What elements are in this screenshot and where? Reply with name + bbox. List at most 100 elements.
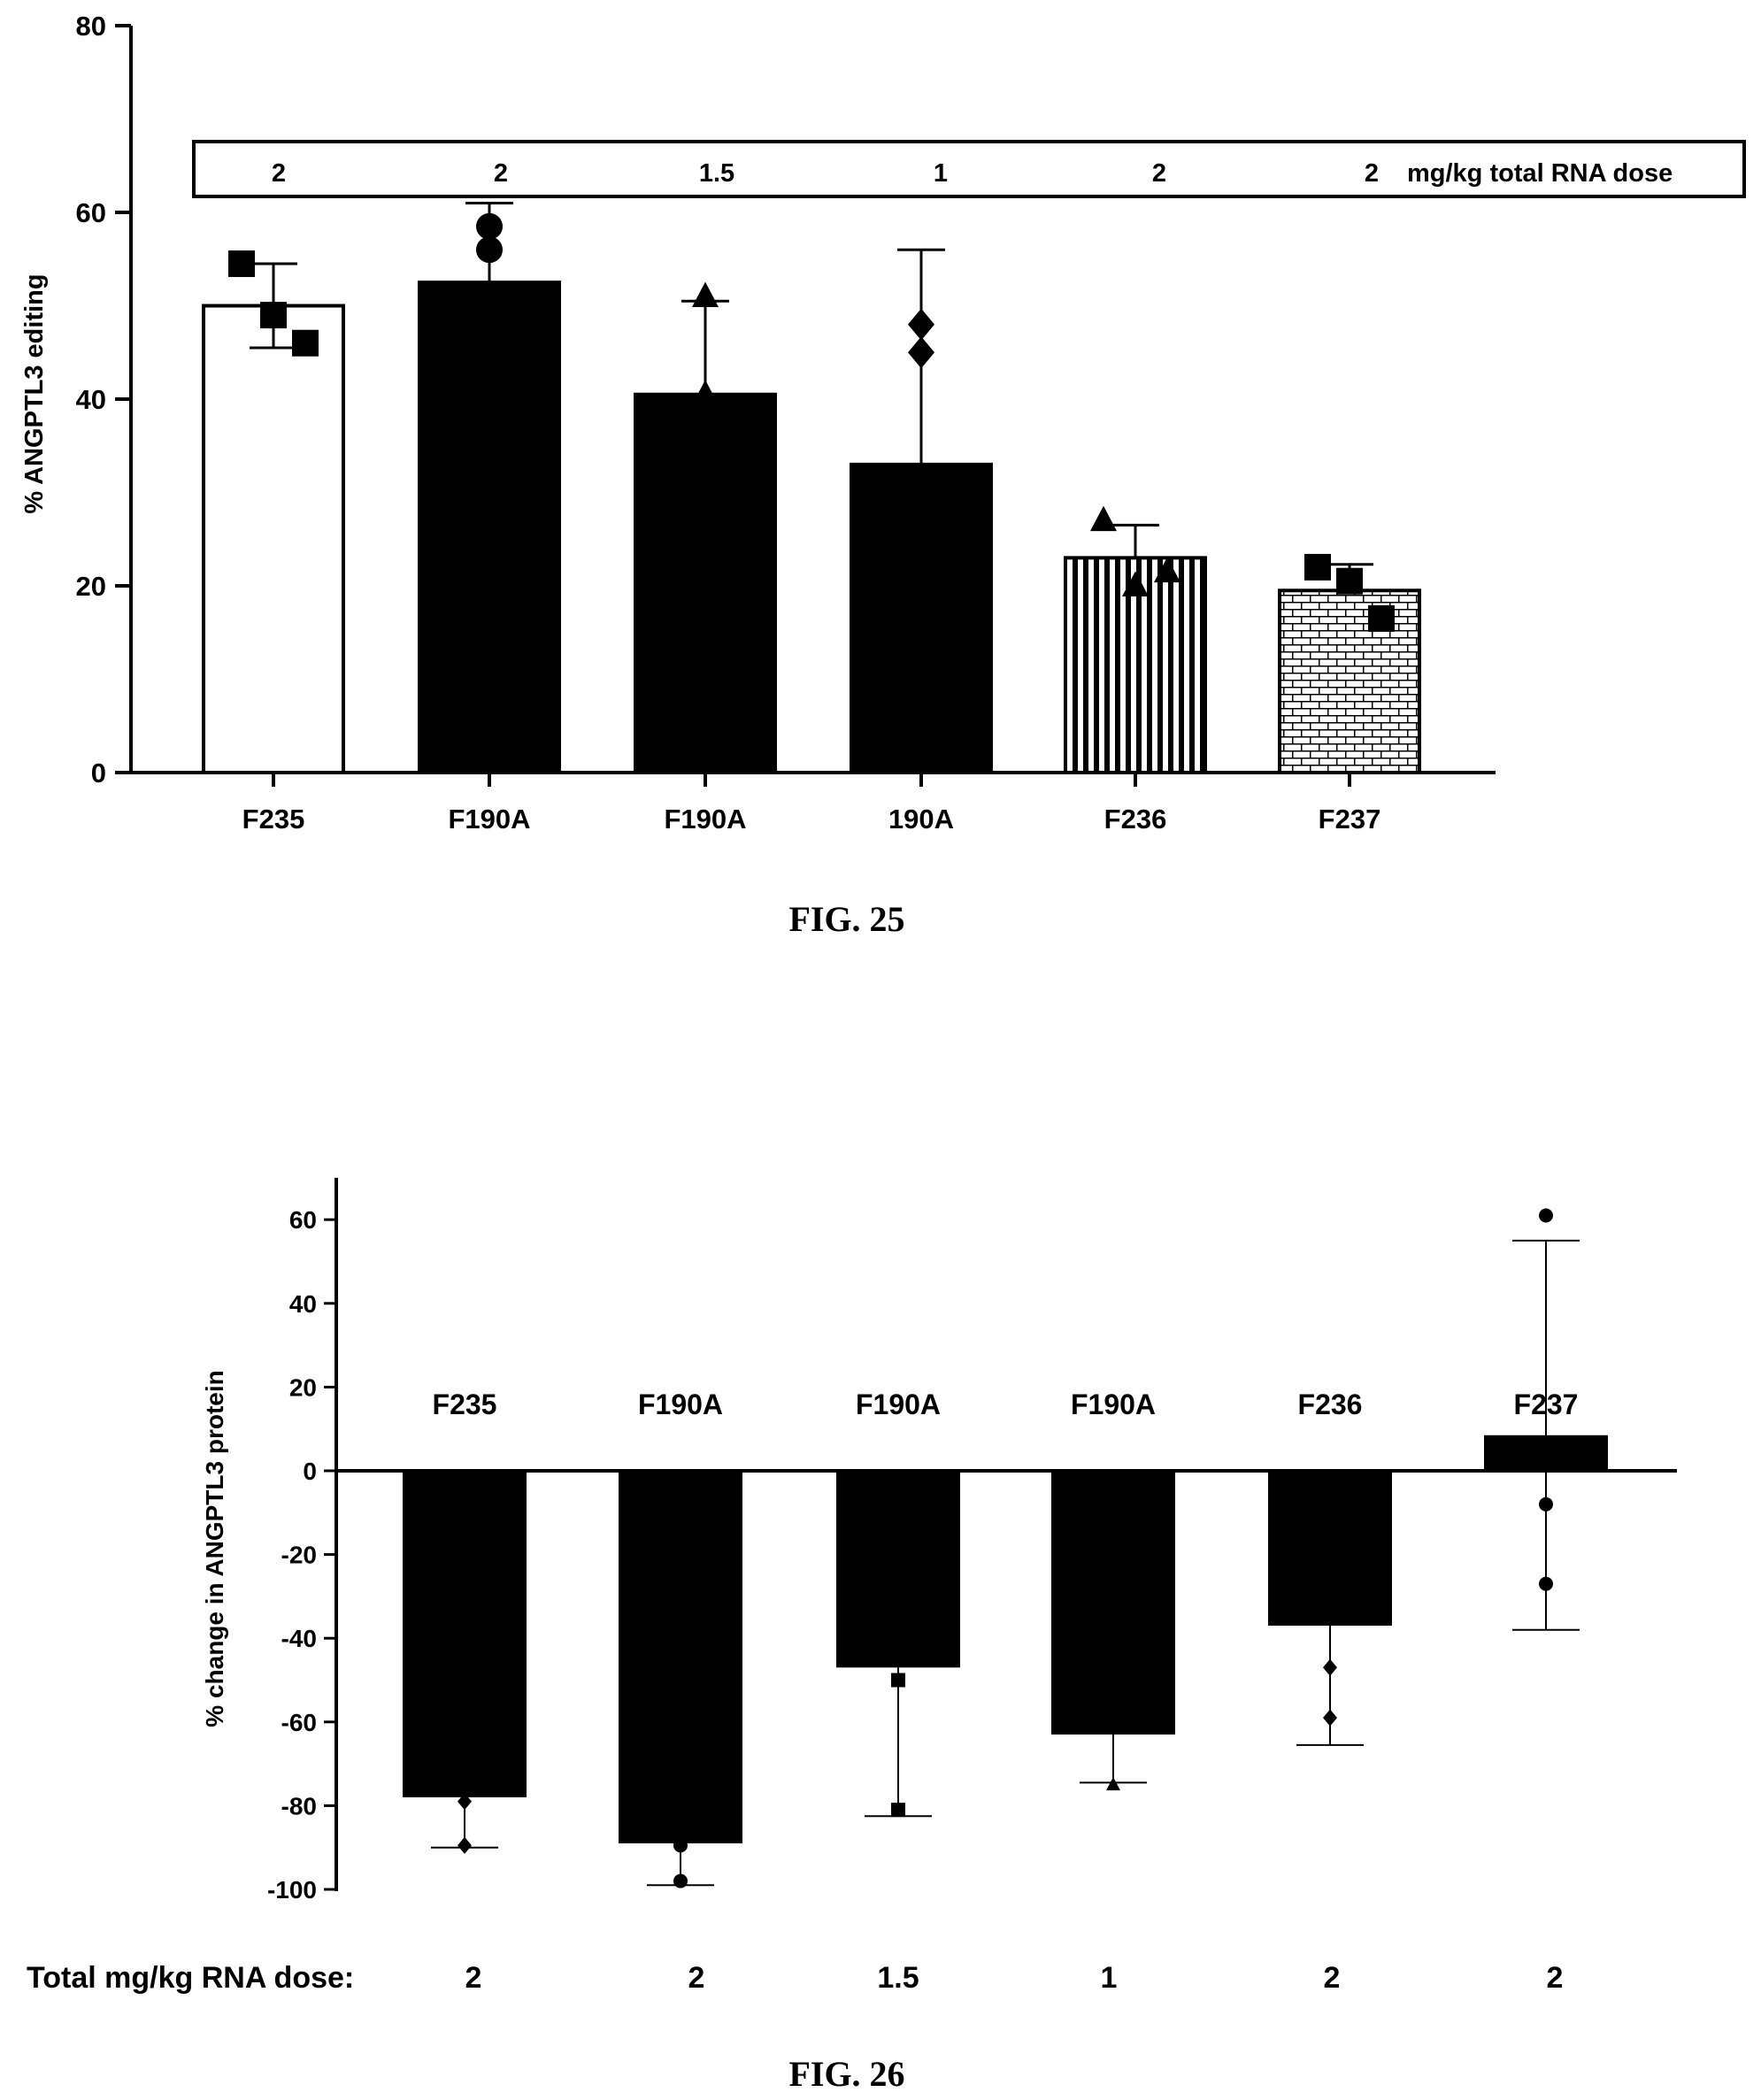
- fig25-bar-3: [634, 392, 777, 774]
- fig25-y-tick-label-2: 20: [76, 571, 106, 602]
- fig26-dose-value-2: 2: [688, 1961, 705, 1995]
- fig25-error-bar-5: [1111, 523, 1159, 558]
- fig26-category-label-4: F190A: [1071, 1388, 1156, 1420]
- fig25-bar-6: [1278, 588, 1421, 775]
- fig25-bar-1: [202, 304, 345, 774]
- fig26-dose-value-1: 2: [465, 1961, 482, 1995]
- fig25-point-3-1: [692, 281, 719, 307]
- fig26-point-5-2: [1323, 1709, 1337, 1727]
- fig25-point-3-2: [692, 380, 719, 405]
- fig25-dose-unit: mg/kg total RNA dose: [1407, 159, 1673, 188]
- fig26-dose-row: Total mg/kg RNA dose: 2 2 1.5 1 2 2: [27, 1961, 1563, 1995]
- fig25-y-ticks: 0 20 40 60 80: [76, 11, 131, 788]
- fig26-error-bar-6: [1512, 1239, 1580, 1631]
- fig25-dose-value-2: 2: [494, 159, 508, 188]
- fig25-dose-value-5: 2: [1152, 159, 1166, 188]
- fig26-bar-4: [1051, 1471, 1175, 1735]
- fig25-dose-value-3: 1.5: [699, 159, 734, 188]
- fig26-y-axis-label: % change in ANGPTL3 protein: [201, 1370, 228, 1727]
- fig26-dose-value-5: 2: [1324, 1961, 1341, 1995]
- fig26-y-tick-label-3: -60: [281, 1709, 317, 1736]
- fig26-y-ticks: -100 -80 -60 -40 -20 0 20 40 60: [267, 1206, 336, 1904]
- fig25-point-6-2: [1336, 567, 1363, 595]
- fig25-y-axis-label: % ANGPTL3 editing: [20, 273, 49, 513]
- fig26-y-tick-label-7: 20: [289, 1373, 317, 1401]
- fig25-point-1-2: [260, 302, 287, 329]
- fig26-y-tick-label-1: -100: [267, 1876, 317, 1904]
- fig25-point-4-1: [908, 308, 934, 341]
- fig25-x-tick-label-1: F235: [242, 804, 305, 835]
- figure-25: 0 20 40 60 80 F235 F190A F190A 190A F236 F237 % A…: [20, 11, 1746, 939]
- fig26-error-bars: [431, 1239, 1580, 1887]
- fig25-error-bars: [250, 201, 1373, 591]
- fig25-point-2-1: [476, 212, 503, 240]
- fig25-point-1-3: [292, 329, 319, 357]
- fig25-point-1-1: [228, 250, 255, 278]
- fig26-category-label-5: F236: [1298, 1388, 1363, 1420]
- fig26-bar-1: [403, 1471, 527, 1797]
- fig26-point-6-3: [1539, 1576, 1553, 1591]
- fig26-error-bar-5: [1296, 1626, 1364, 1746]
- fig26-dose-value-4: 1: [1101, 1961, 1118, 1995]
- fig25-bar-2: [418, 281, 561, 774]
- fig26-y-tick-label-2: -80: [281, 1792, 317, 1819]
- fig25-point-6-1: [1304, 553, 1331, 581]
- fig25-x-tick-label-5: F236: [1104, 804, 1167, 835]
- fig26-y-tick-label-4: -40: [281, 1625, 317, 1652]
- fig26-point-5-1: [1323, 1658, 1337, 1676]
- fig25-x-tick-label-2: F190A: [448, 804, 530, 835]
- fig26-point-2-2: [673, 1873, 688, 1888]
- fig26-error-bar-3: [865, 1667, 932, 1818]
- fig26-y-tick-label-8: 40: [289, 1290, 317, 1318]
- fig26-dose-value-3: 1.5: [877, 1961, 919, 1995]
- fig25-x-tick-labels: F235 F190A F190A 190A F236 F237: [242, 804, 1381, 835]
- fig25-y-tick-label-4: 60: [76, 197, 106, 228]
- fig25-y-tick-label-3: 40: [76, 384, 106, 415]
- fig26-caption: FIG. 26: [788, 2054, 904, 2094]
- fig26-category-label-1: F235: [433, 1388, 497, 1420]
- figure-26: -100 -80 -60 -40 -20 0 20 40 60 F235 F190A F190A F1…: [27, 1177, 1677, 2094]
- fig26-category-label-6: F237: [1514, 1388, 1579, 1420]
- fig26-dose-value-6: 2: [1547, 1961, 1564, 1995]
- fig26-bar-2: [619, 1471, 742, 1843]
- fig25-dose-box: 2 2 1.5 1 2 2 mg/kg total RNA dose: [192, 140, 1746, 198]
- fig26-point-1-1: [458, 1793, 472, 1811]
- fig26-data-points: [458, 1208, 1553, 1888]
- fig25-x-tick-label-3: F190A: [664, 804, 746, 835]
- fig26-point-3-2: [891, 1803, 905, 1818]
- fig25-point-5-2: [1122, 571, 1149, 596]
- fig25-bar-4: [850, 462, 993, 774]
- fig25-bars: [202, 281, 1421, 775]
- fig26-point-2-1: [673, 1838, 688, 1853]
- fig26-error-bar-4: [1080, 1734, 1147, 1784]
- fig25-y-tick-label-1: 0: [91, 758, 106, 788]
- fig25-point-2-2: [476, 236, 503, 264]
- fig25-x-tick-label-6: F237: [1319, 804, 1381, 835]
- fig26-category-label-2: F190A: [638, 1388, 723, 1420]
- fig25-dose-value-4: 1: [934, 159, 948, 188]
- fig26-y-tick-label-5: -20: [281, 1542, 317, 1569]
- fig26-bar-5: [1268, 1471, 1392, 1627]
- fig25-dose-value-6: 2: [1365, 159, 1379, 188]
- fig26-bars: [403, 1435, 1608, 1843]
- fig25-data-points: [228, 212, 1395, 632]
- fig25-dose-value-1: 2: [272, 159, 286, 188]
- fig25-x-tick-label-4: 190A: [888, 804, 954, 835]
- fig25-point-6-3: [1368, 604, 1395, 632]
- fig26-point-3-1: [891, 1673, 905, 1688]
- fig26-point-1-2: [458, 1836, 472, 1854]
- fig25-point-5-3: [1154, 557, 1180, 583]
- fig26-point-4-1: [1106, 1776, 1120, 1791]
- fig26-point-6-1: [1539, 1208, 1553, 1223]
- fig26-dose-row-label: Total mg/kg RNA dose:: [27, 1961, 354, 1995]
- fig25-point-5-1: [1090, 505, 1117, 532]
- fig26-y-tick-label-6: 0: [303, 1458, 317, 1485]
- fig25-point-4-2: [908, 336, 934, 369]
- fig26-y-tick-label-9: 60: [289, 1206, 317, 1234]
- fig26-bar-3: [836, 1471, 960, 1668]
- fig25-y-tick-label-5: 80: [76, 11, 106, 42]
- fig26-point-6-2: [1539, 1496, 1553, 1512]
- fig25-caption: FIG. 25: [788, 899, 904, 939]
- fig26-axes: [335, 1177, 1677, 1891]
